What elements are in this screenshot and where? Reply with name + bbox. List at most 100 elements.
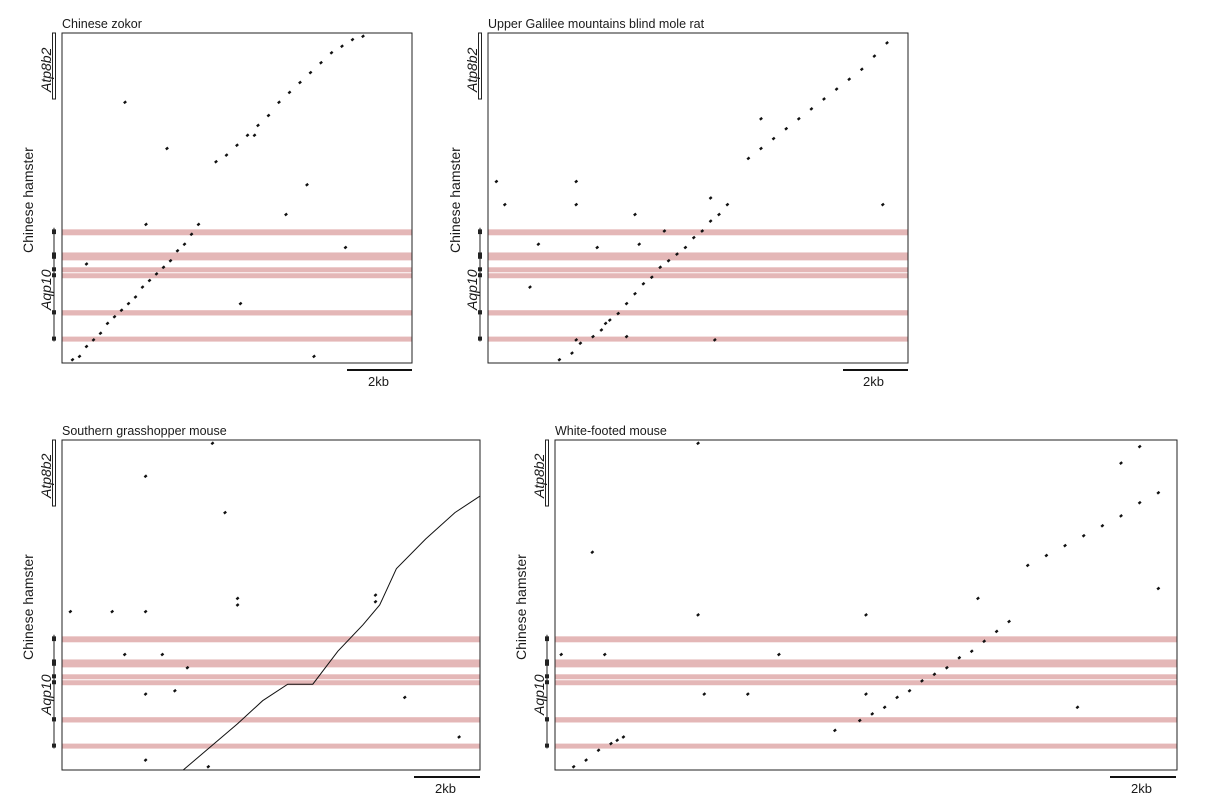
aqp10-exon-band [555,636,1177,643]
alignment-dot [91,338,96,342]
alignment-dot [252,133,257,138]
alignment-dot [658,265,663,270]
alignment-dot [578,341,583,346]
aqp10-exon-band [555,743,1177,749]
alignment-dot [691,235,696,240]
alignment-dot [143,692,148,696]
alignment-dot [536,242,541,247]
alignment-dot [624,334,629,339]
alignment-dot [143,609,148,614]
alignment-dot [621,735,626,739]
alignment-dot [796,116,801,121]
alignment-dot [696,613,700,617]
alignment-dot [196,222,201,227]
alignment-dot [147,278,152,283]
alignment-dot [140,285,145,289]
aqp10-exon-block [545,743,549,748]
alignment-dot [994,629,999,634]
alignment-dot [77,354,82,359]
aqp10-exon-band [62,743,480,749]
alignment-dot [822,97,826,101]
alignment-dot [759,116,763,121]
alignment-dot [870,712,875,716]
alignment-dot [1137,500,1142,505]
aqp10-exon-block [52,743,56,748]
alignment-dot [584,758,589,762]
aqp10-exon-band [62,310,412,316]
alignment-dot [920,679,924,683]
alignment-dot [662,229,667,233]
aqp10-exon-band [488,267,908,273]
aqp10-exon-band [62,659,480,668]
alignment-dot [343,245,348,250]
alignment-dot [189,232,194,237]
alignment-dot [143,758,148,762]
panel-title: White-footed mouse [555,424,667,438]
alignment-dot [832,728,837,733]
plot-frame [554,439,1178,771]
alignment-dot [675,252,679,256]
aqp10-exon-band [62,267,412,273]
alignment-dot [210,441,215,446]
y-axis-species-label: Chinese hamster [513,554,529,660]
plot-frame [487,32,909,364]
alignment-dot [256,123,260,128]
alignment-dot [599,328,604,332]
alignment-dot [123,100,127,105]
aqp10-exon-band [62,252,412,261]
alignment-dot [602,652,607,657]
alignment-dot [857,718,862,723]
alignment-dot [284,212,288,217]
alignment-dot [712,338,717,342]
alignment-dot [1137,444,1142,449]
alignment-dot [847,77,852,82]
atp8b2-gene-track [478,32,482,100]
gene-label-atp8b2: Atp8b2 [531,453,547,498]
alignment-dot [969,649,974,654]
alignment-dot [776,652,781,657]
alignment-dot [603,321,608,326]
aqp10-exon-band [62,636,480,643]
alignment-dot [571,764,576,769]
alignment-dot [206,764,211,769]
alignment-dot [932,672,937,677]
aqp10-exon-band [488,336,908,342]
aqp10-exon-block [545,636,549,642]
alignment-dot [68,609,73,614]
atp8b2-gene-track [52,32,56,100]
alignment-dot [133,295,138,299]
aqp10-exon-block [52,680,56,685]
alignment-dot [637,242,642,247]
alignment-dot [745,692,750,696]
alignment-dot [859,67,864,72]
scale-bar-label: 2kb [368,374,389,389]
alignment-dot [641,281,646,286]
alignment-dot [266,113,271,118]
alignment-dot [616,311,621,316]
alignment-dot [182,242,187,247]
alignment-dot [312,354,316,359]
alignment-dot [126,301,131,306]
alignment-dot [864,692,868,696]
alignment-dot [1119,514,1123,518]
alignment-dot [957,655,962,660]
alignment-dot [834,87,839,91]
alignment-dot [1075,705,1080,710]
alignment-dot [350,37,355,42]
alignment-dot [1025,563,1030,568]
alignment-dot [277,100,281,105]
alignment-dot [175,248,180,253]
alignment-dot [224,153,229,157]
alignment-dot [235,603,240,607]
alignment-dot [708,219,713,223]
scale-bar-label: 2kb [435,781,456,796]
alignment-dot [1119,461,1123,465]
aqp10-exon-band [555,674,1177,680]
alignment-dot [666,258,671,263]
alignment-dot [161,265,166,270]
alignment-dot [624,301,629,306]
panel-title: Chinese zokor [62,17,142,31]
aqp10-exon-block [478,273,482,278]
